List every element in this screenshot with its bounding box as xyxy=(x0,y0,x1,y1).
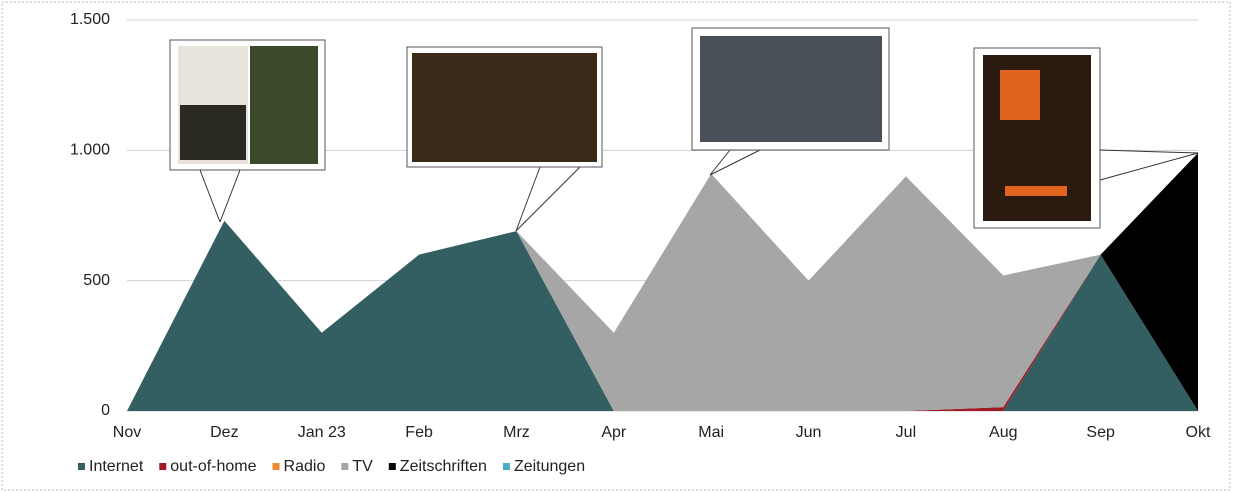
y-tick-label: 1.000 xyxy=(70,142,110,159)
legend-swatch xyxy=(78,463,85,470)
callout-line xyxy=(1099,149,1199,154)
legend-label: TV xyxy=(352,458,373,475)
callout-line xyxy=(515,166,581,232)
legend-label: Radio xyxy=(284,458,326,475)
legend-swatch xyxy=(272,463,280,470)
ad-image-part xyxy=(180,105,246,160)
callouts xyxy=(169,27,1199,232)
ad-image-part xyxy=(1005,186,1067,196)
x-tick-label: Dez xyxy=(210,424,238,441)
x-tick-label: Apr xyxy=(601,424,627,441)
callout-line xyxy=(219,169,241,223)
y-tick-label: 500 xyxy=(83,272,110,289)
legend-swatch xyxy=(159,463,167,470)
ad-image-part xyxy=(412,53,597,162)
legend-label: Zeitschriften xyxy=(400,458,487,475)
callout-line xyxy=(709,149,731,176)
area xyxy=(127,173,1198,411)
ad-image-part xyxy=(700,36,882,142)
x-tick-label: Jun xyxy=(796,424,822,441)
ad-image-part xyxy=(250,46,318,164)
x-tick-label: Jul xyxy=(896,424,916,441)
x-tick-label: Mrz xyxy=(503,424,530,441)
legend: Internet out-of-home Radio TV Zeitschriften Z… xyxy=(78,458,585,475)
y-tick-label: 1.500 xyxy=(70,11,110,28)
x-tick-label: Okt xyxy=(1186,424,1211,441)
y-tick-label: 0 xyxy=(101,402,110,419)
callout-line xyxy=(1099,152,1199,181)
callout-line xyxy=(199,169,221,223)
x-tick-label: Nov xyxy=(113,424,141,441)
area xyxy=(127,220,1198,411)
x-tick-label: Jan 23 xyxy=(298,424,346,441)
legend-label: Internet xyxy=(89,458,144,475)
ad-image-part xyxy=(1000,70,1040,120)
plot: 0 500 1.000 1.500 Nov Dez Jan 23 Feb Mrz Apr Mai Ju… xyxy=(70,11,1211,441)
legend-label: Zeitungen xyxy=(514,458,585,475)
x-tick-label: Sep xyxy=(1086,424,1115,441)
callout-line xyxy=(709,149,761,176)
legend-label: out-of-home xyxy=(170,458,256,475)
callout-line xyxy=(515,166,541,232)
x-tick-label: Feb xyxy=(405,424,433,441)
legend-swatch xyxy=(341,463,349,470)
x-tick-label: Mai xyxy=(698,424,724,441)
x-tick-label: Aug xyxy=(989,424,1017,441)
legend-swatch xyxy=(388,463,396,470)
legend-swatch xyxy=(502,463,510,470)
